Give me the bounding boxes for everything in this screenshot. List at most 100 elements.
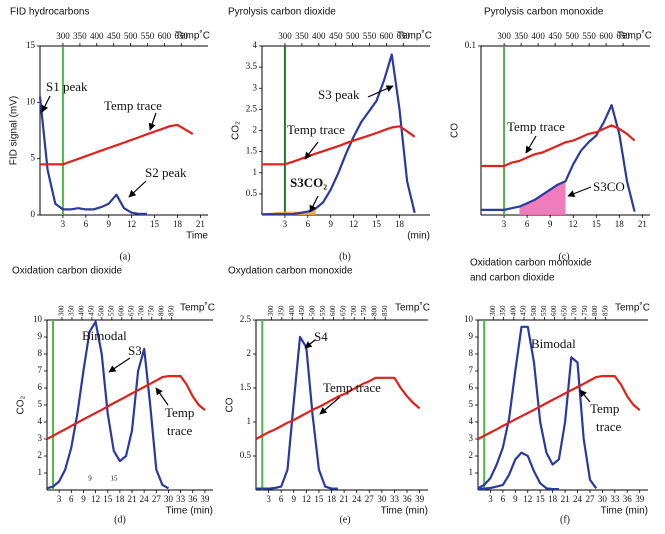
x-tick-label: 39 <box>635 494 645 504</box>
y-axis-label: FID signal (mV) <box>9 96 20 165</box>
x-axis-label: Time (min) <box>601 506 648 517</box>
top-tick-label: 350 <box>277 305 285 316</box>
y-axis-label: CO₂ <box>231 121 242 140</box>
annotation: 15 <box>111 475 119 483</box>
y-tick-label: 15 <box>26 40 36 50</box>
y-tick-label: 9 <box>469 331 474 341</box>
line <box>262 53 416 216</box>
panel-label: (b) <box>339 251 351 262</box>
x-tick-label: 24 <box>352 494 362 504</box>
top-tick-label: 300 <box>56 31 70 41</box>
y-tick-label: 5 <box>469 399 474 409</box>
top-tick-label: 400 <box>90 31 104 41</box>
y-tick-label: 0.5 <box>246 188 258 198</box>
line <box>40 123 194 166</box>
top-tick-label: 750 <box>360 305 368 316</box>
top-tick-label: 850 <box>167 305 175 316</box>
x-tick-label: 21 <box>638 219 647 229</box>
top-tick-label: 450 <box>298 305 306 316</box>
top-tick-label: 450 <box>520 305 528 316</box>
top-tick-label: 500 <box>97 305 105 316</box>
top-tick-label: 700 <box>350 305 358 316</box>
x-tick-label: 18 <box>548 494 558 504</box>
x-tick-label: 6 <box>501 494 506 504</box>
panel-label: (a) <box>119 251 130 262</box>
top-tick-label: 400 <box>78 305 86 316</box>
panel-title: FID hydrocarbons <box>10 7 89 18</box>
top-tick-label: 550 <box>141 31 155 41</box>
top-tick-label: 650 <box>175 31 189 41</box>
x-tick-label: 9 <box>292 494 297 504</box>
x-tick-label: 3 <box>61 219 66 229</box>
x-tick-label: 30 <box>598 494 608 504</box>
panel-title: Pyrolysis carbon dioxide <box>228 7 336 18</box>
annotation: Temp trace <box>287 122 345 137</box>
line <box>481 124 636 168</box>
top-tick-label: 800 <box>157 305 165 316</box>
line <box>262 125 416 166</box>
y-tick-label: 6 <box>38 382 43 392</box>
panel-title: Oxydation carbon monoxide <box>228 266 353 277</box>
y-tick-label: 2 <box>253 125 258 135</box>
line <box>477 451 559 491</box>
top-tick-label: 500 <box>308 305 316 316</box>
x-tick-label: 15 <box>103 494 113 504</box>
annotation: S3CO₂ <box>290 175 327 190</box>
y-tick-label: 3.5 <box>246 61 258 71</box>
arrow <box>155 387 169 406</box>
top-tick-label: 600 <box>117 305 125 316</box>
top-tick-label: 750 <box>581 305 589 316</box>
annotation: Temp trace <box>323 380 381 395</box>
annotation: S4 <box>314 329 328 344</box>
top-tick-label: 600 <box>380 31 394 41</box>
x-tick-label: 27 <box>585 494 595 504</box>
top-tick-label: 500 <box>565 31 579 41</box>
annotation: Temp <box>165 405 194 420</box>
y-tick-label: 7 <box>38 365 43 375</box>
y-tick-label: 3 <box>469 433 474 443</box>
annotation: S2 peak <box>145 165 187 180</box>
y-tick-label: 10 <box>464 314 474 324</box>
top-tick-label: 500 <box>124 31 138 41</box>
top-tick-label: 300 <box>497 31 511 41</box>
arrow <box>128 180 147 198</box>
line <box>477 375 641 440</box>
annotation: Bimodal <box>531 336 576 351</box>
y-tick-label: 1.5 <box>240 382 252 392</box>
top-tick-label: 650 <box>560 305 568 316</box>
top-axis-label: Temp˚C <box>397 30 432 42</box>
x-tick-label: 9 <box>81 494 86 504</box>
x-tick-label: 21 <box>561 494 570 504</box>
top-tick-label: 350 <box>295 31 309 41</box>
x-tick-label: 21 <box>196 219 205 229</box>
top-tick-label: 450 <box>88 305 96 316</box>
top-tick-label: 450 <box>548 31 562 41</box>
x-tick-label: 12 <box>569 219 578 229</box>
x-axis-label: Time <box>186 231 208 242</box>
x-tick-label: 3 <box>57 494 62 504</box>
x-axis-label: (min) <box>407 231 430 242</box>
x-tick-label: 15 <box>372 219 382 229</box>
top-axis-label: Temp˚C <box>615 302 650 314</box>
line <box>46 320 170 490</box>
panel-label: (d) <box>114 514 126 525</box>
x-tick-label: 6 <box>69 494 74 504</box>
top-tick-label: 400 <box>312 31 326 41</box>
y-tick-label: 8 <box>38 348 43 358</box>
x-tick-label: 6 <box>306 219 311 229</box>
top-tick-label: 550 <box>363 31 377 41</box>
top-tick-label: 500 <box>530 305 538 316</box>
y-axis-label: CO₂ <box>16 395 27 414</box>
y-tick-label: 4 <box>469 416 474 426</box>
top-tick-label: 650 <box>397 31 411 41</box>
x-tick-label: 24 <box>140 494 150 504</box>
annotation: Temp <box>590 401 619 416</box>
x-tick-label: 9 <box>106 219 111 229</box>
x-axis-label: Time (min) <box>381 506 428 517</box>
y-tick-label: 10 <box>33 314 43 324</box>
x-tick-label: 33 <box>176 494 186 504</box>
y-tick-label: 8 <box>469 348 474 358</box>
y-tick-label: 3 <box>38 433 43 443</box>
panel-title: Oxidation carbon monoxide <box>470 258 592 269</box>
